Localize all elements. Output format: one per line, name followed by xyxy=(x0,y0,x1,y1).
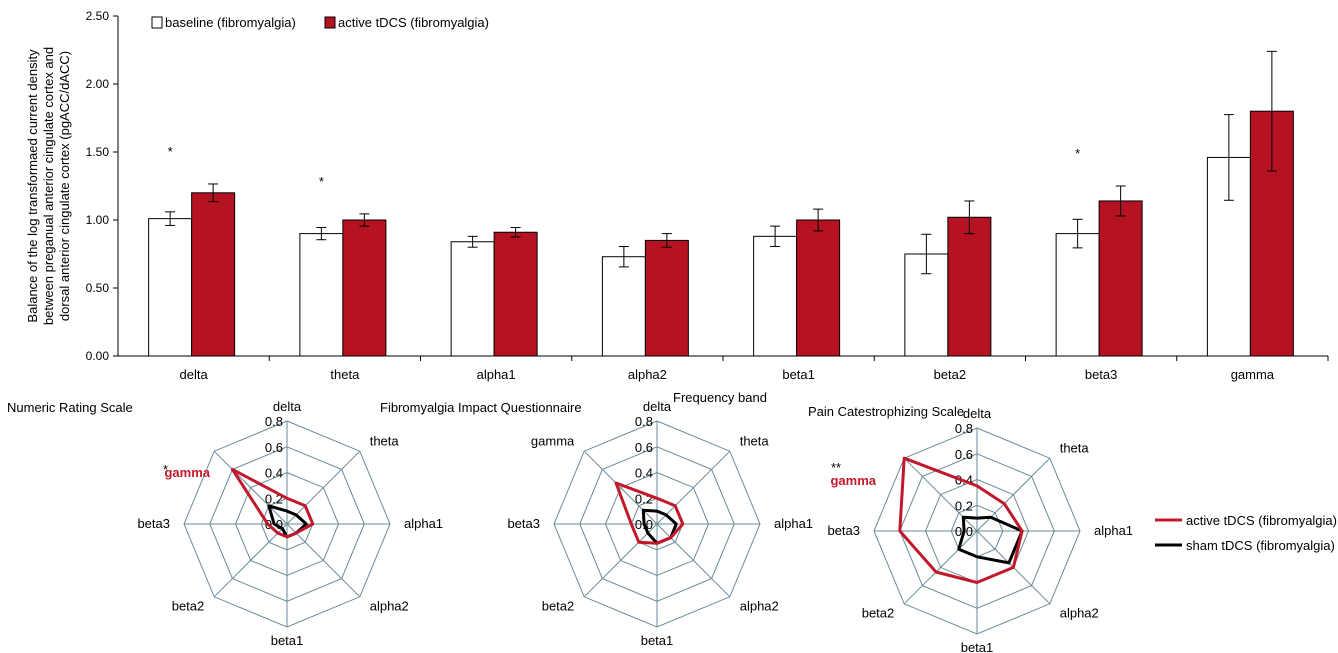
radar-axis-label: delta xyxy=(643,399,672,414)
radar-axis-label: beta3 xyxy=(137,516,170,531)
radar-ring-label: 0.8 xyxy=(635,414,653,429)
radar-ring-label: 0.6 xyxy=(955,447,973,462)
radar-ring-label: 0.8 xyxy=(955,421,973,436)
bar-active xyxy=(192,193,235,356)
significance-mark: * xyxy=(163,462,168,477)
radar-axis-label: beta3 xyxy=(827,523,860,538)
bar-active xyxy=(343,220,386,356)
radar-axis-label: alpha1 xyxy=(404,516,443,531)
radar-title-pcs: Pain Catestrophizing Scale xyxy=(808,404,964,419)
bar-active xyxy=(797,220,840,356)
radar-axis-label: theta xyxy=(370,433,400,448)
radar-axis-label: beta2 xyxy=(862,606,895,621)
bar-baseline xyxy=(602,257,645,356)
radar-axis-label: beta2 xyxy=(542,599,575,614)
radar-axis-label: beta3 xyxy=(507,516,540,531)
x-tick-label: beta2 xyxy=(934,367,967,382)
y-tick-label: 0.50 xyxy=(86,281,110,295)
significance-mark: * xyxy=(319,174,324,189)
x-tick-label: gamma xyxy=(1231,367,1275,382)
legend-label-active: active tDCS (fibromyalgia) xyxy=(338,15,489,30)
radar-ring-label: 0.2 xyxy=(955,498,973,513)
radar-chart-0: 0.00.20.40.60.8deltathetaalpha1alpha2bet… xyxy=(137,399,443,648)
radar-title-nrs: Numeric Rating Scale xyxy=(7,400,133,415)
radar-axis-label: beta2 xyxy=(172,599,205,614)
y-axis-label-line-1: Balance of the log transformaed current … xyxy=(25,49,40,323)
y-axis-label-line-2: between preganual anterior cingulate cor… xyxy=(41,47,56,325)
radar-axis-label: beta1 xyxy=(271,633,304,648)
x-tick-label: beta1 xyxy=(782,367,815,382)
radar-ring-label: 0.8 xyxy=(265,414,283,429)
radar-axis-label: beta1 xyxy=(961,640,994,653)
radar-axis-label: delta xyxy=(273,399,302,414)
radar-charts: Numeric Rating Scale Fibromyalgia Impact… xyxy=(7,399,1337,653)
bar-baseline xyxy=(451,242,494,356)
radar-chart-1: 0.00.20.40.60.8deltathetaalpha1alpha2bet… xyxy=(507,399,813,648)
significance-mark: ** xyxy=(831,460,841,475)
radar-axis-label: alpha1 xyxy=(774,516,813,531)
significance-mark: * xyxy=(168,144,173,159)
radar-axis-label: theta xyxy=(740,433,770,448)
y-tick-label: 2.50 xyxy=(86,9,110,23)
radar-axis-label: alpha1 xyxy=(1094,523,1133,538)
bar-active xyxy=(494,232,537,356)
radar-ring-label: 0.6 xyxy=(265,440,283,455)
radar-axis-label: alpha2 xyxy=(1060,606,1099,621)
x-tick-label: delta xyxy=(180,367,209,382)
legend-swatch-active xyxy=(325,17,335,28)
x-tick-label: theta xyxy=(330,367,360,382)
radar-chart-2: 0.00.20.40.60.8deltathetaalpha1alpha2bet… xyxy=(827,406,1133,653)
y-tick-label: 2.00 xyxy=(86,77,110,91)
bar-active xyxy=(645,240,688,356)
y-tick-label: 0.00 xyxy=(86,349,110,363)
bar-active xyxy=(1099,201,1142,356)
bar-active xyxy=(948,217,991,356)
x-tick-label: alpha2 xyxy=(628,367,667,382)
x-tick-label: alpha1 xyxy=(477,367,516,382)
legend-label-baseline: baseline (fibromyalgia) xyxy=(165,15,296,30)
radar-axis-label: alpha2 xyxy=(740,599,779,614)
bar-baseline xyxy=(300,234,343,356)
legend-swatch-baseline xyxy=(152,17,162,28)
bar-baseline xyxy=(754,236,797,356)
radar-ring-label: 0.6 xyxy=(635,440,653,455)
y-axis-label-line-3: dorsal anterior cingulate cortex (pgACC/… xyxy=(57,51,72,321)
x-axis-label: Frequency band xyxy=(673,390,767,405)
radar-axis-label: beta1 xyxy=(641,633,674,648)
bar-chart: Balance of the log transformaed current … xyxy=(25,9,1328,405)
bar-baseline xyxy=(1056,234,1099,356)
radar-ring-label: 0.4 xyxy=(265,466,283,481)
bar-baseline xyxy=(149,219,192,356)
y-tick-label: 1.50 xyxy=(86,145,110,159)
radar-title-fiq: Fibromyalgia Impact Questionnaire xyxy=(380,400,582,415)
legend-label-sham-tdcs: sham tDCS (fibromyalgia) xyxy=(1186,538,1335,553)
radar-axis-label: delta xyxy=(963,406,992,421)
radar-axis-label: alpha2 xyxy=(370,599,409,614)
y-tick-label: 1.00 xyxy=(86,213,110,227)
significance-mark: * xyxy=(1075,146,1080,161)
radar-axis-label-highlight: gamma xyxy=(164,465,210,480)
radar-axis-label: theta xyxy=(1060,440,1090,455)
radar-axis-label: gamma xyxy=(531,433,575,448)
legend-label-active-tdcs: active tDCS (fibromyalgia) xyxy=(1186,513,1337,528)
radar-axis-label-highlight: gamma xyxy=(830,473,876,488)
radar-ring-label: 0.4 xyxy=(635,466,653,481)
x-tick-label: beta3 xyxy=(1085,367,1118,382)
